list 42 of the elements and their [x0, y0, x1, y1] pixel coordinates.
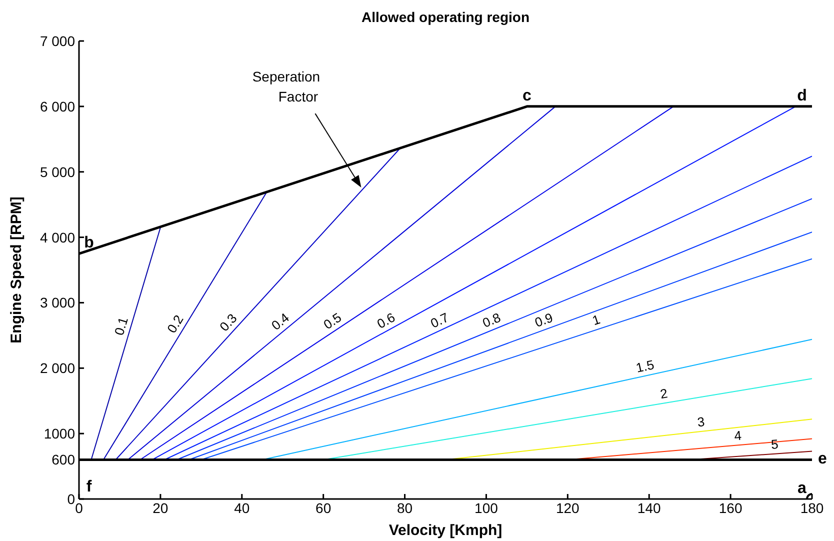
x-tick-label: 140 — [637, 500, 662, 516]
chart-title: Allowed operating region — [361, 9, 530, 25]
x-tick-label: 40 — [234, 500, 250, 516]
text: 0.6 — [374, 310, 398, 332]
text: 3 — [696, 414, 706, 430]
text: 0.4 — [268, 310, 292, 334]
x-tick-label: 100 — [474, 500, 498, 516]
text: 2 — [659, 386, 669, 402]
text: 0.8 — [480, 310, 503, 330]
y-tick-label: 2 000 — [40, 360, 76, 376]
text: 0.3 — [216, 310, 240, 334]
x-tick-label: 80 — [396, 500, 413, 516]
text: 0.5 — [320, 310, 344, 332]
text: 0.1 — [111, 315, 131, 337]
y-tick-label: 1000 — [44, 426, 76, 442]
text: 0.7 — [428, 310, 451, 331]
x-tick-label: 120 — [556, 500, 580, 516]
x-tick-label: 60 — [316, 500, 332, 516]
y-tick-label: 7 000 — [40, 32, 76, 49]
annotation: b — [84, 234, 94, 252]
annotation: f — [86, 478, 92, 496]
annotation: d — [797, 87, 807, 104]
annotation: c — [522, 87, 532, 104]
annotation: a — [798, 480, 807, 497]
series-label: 5 — [770, 436, 779, 452]
annotation: e — [818, 450, 827, 468]
y-tick-label: 3 000 — [40, 294, 76, 311]
series-label: 4 — [734, 428, 742, 444]
y-tick-label: 6 000 — [40, 98, 76, 114]
x-tick-label: 20 — [152, 500, 168, 516]
x-tick-label: 160 — [718, 500, 742, 516]
y-tick-label: 600 — [52, 452, 76, 468]
text: 1 — [590, 312, 602, 328]
y-tick-label: 4 000 — [40, 229, 76, 246]
x-tick-label: 180 — [800, 500, 824, 516]
annotation: Seperation Factor — [252, 68, 320, 105]
text: 1.5 — [634, 356, 656, 376]
y-tick-label: 5 000 — [40, 164, 76, 180]
x-axis-title: Velocity [Kmph] — [388, 522, 502, 539]
y-axis-title: Engine Speed [RPM] — [8, 196, 25, 344]
text: 0.2 — [164, 312, 186, 336]
text: 0.9 — [532, 310, 555, 330]
